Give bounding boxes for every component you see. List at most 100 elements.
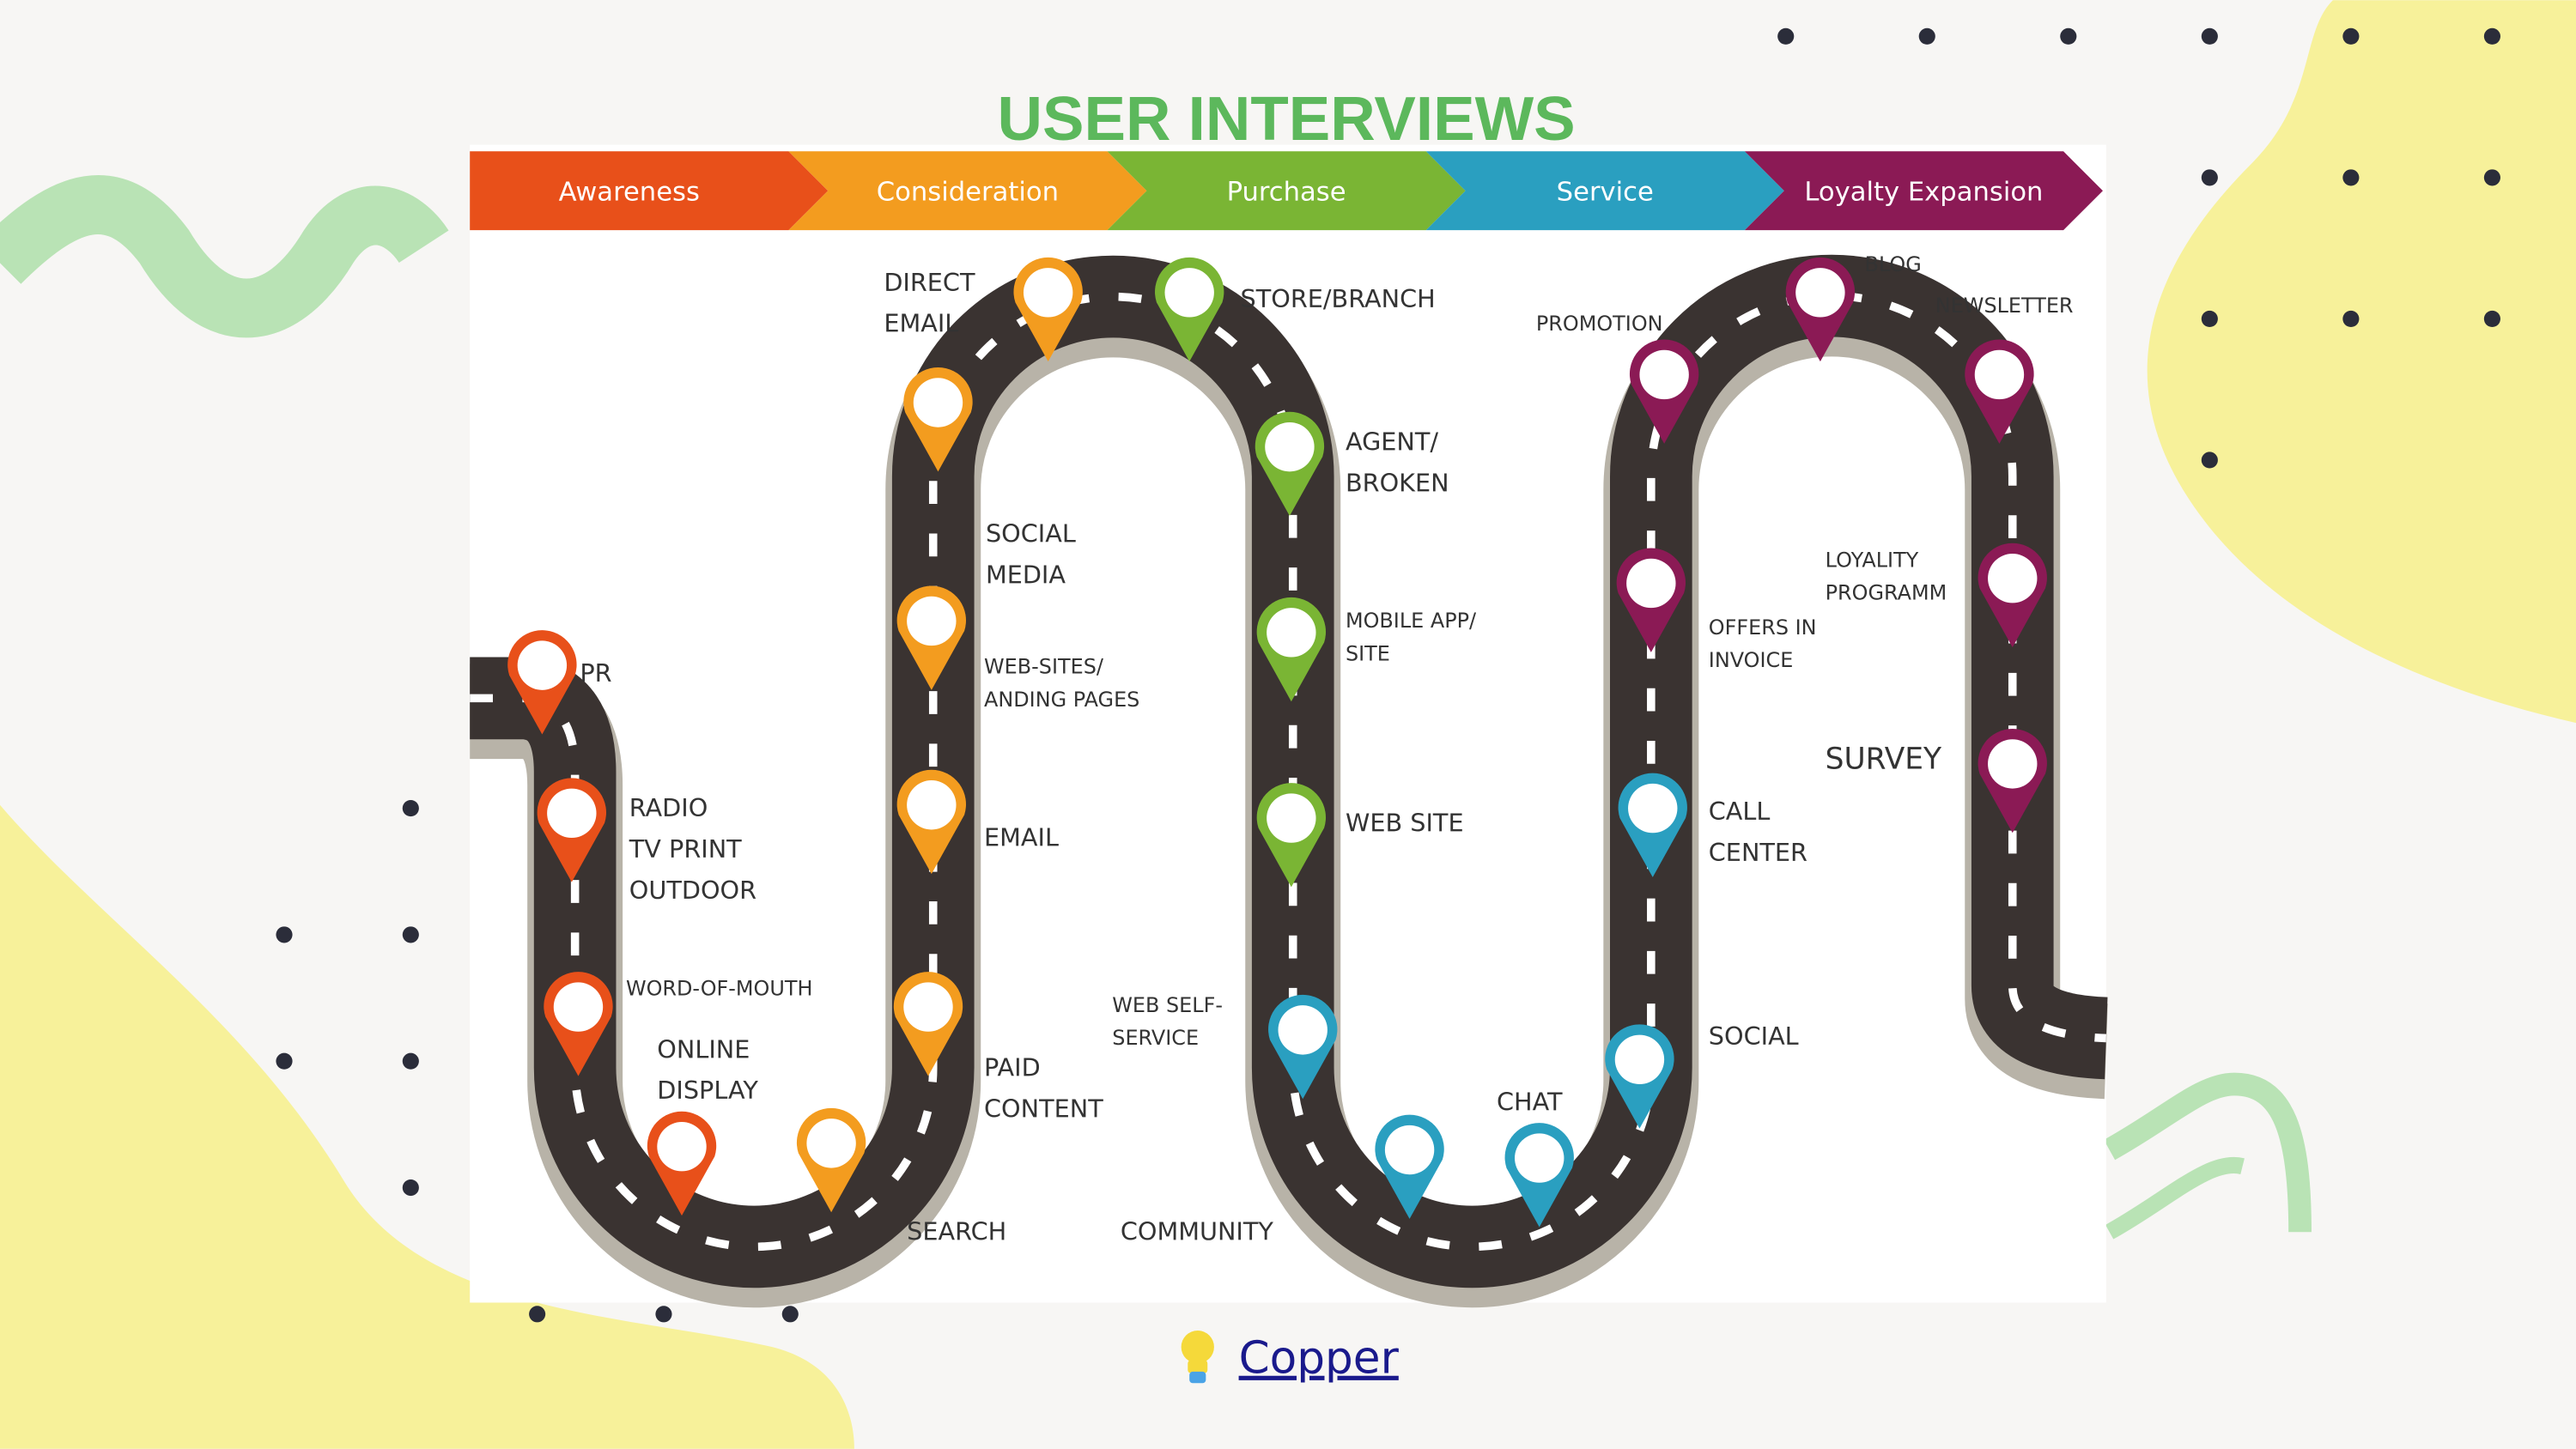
pin-center (1164, 268, 1214, 318)
pin-center (1614, 1034, 1665, 1085)
pin-center (547, 788, 597, 839)
decorative-dot (2342, 27, 2360, 45)
pin-chat (1504, 1123, 1574, 1228)
pin-online-display (647, 1111, 717, 1216)
pin-word-of-mouth (544, 972, 613, 1076)
touchpoint-pins (507, 257, 2047, 1228)
decorative-dot (1918, 27, 1935, 45)
decorative-dot (402, 1179, 419, 1197)
pin-center (1384, 1125, 1435, 1175)
decorative-dot (2060, 27, 2077, 45)
touchpoint-label: MOBILE APP/ (1346, 609, 1477, 633)
green-wave-right (2104, 1072, 2312, 1233)
pin-center (1515, 1133, 1564, 1183)
touchpoint-label: WEB-SITES/ (984, 655, 1104, 679)
decorative-dot (2342, 310, 2360, 327)
pin-center (1265, 421, 1315, 472)
touchpoint-label: BLOG (1865, 252, 1922, 276)
pin-center (1023, 268, 1073, 318)
copper-link[interactable]: Copper (1239, 1333, 1400, 1385)
touchpoint-label: OUTDOOR (629, 876, 756, 905)
stage-chevron-loyalty-expansion (1744, 151, 2103, 231)
stage-label: Consideration (877, 178, 1059, 208)
yellow-blob-bottom-left (0, 804, 854, 1449)
stage-label: Loyalty Expansion (1804, 178, 2043, 208)
pin-store-branch (1155, 257, 1224, 362)
touchpoint-label: ONLINE (657, 1034, 750, 1064)
stage-label: Awareness (559, 178, 700, 208)
page-title: USER INTERVIEWS (998, 84, 1576, 154)
decorative-dot (781, 1306, 799, 1323)
pin-call-center (1618, 773, 1687, 877)
pin-center (806, 1119, 856, 1168)
pin-agent-broken (1255, 411, 1325, 517)
decorative-dot (655, 1306, 672, 1323)
stage-label: Purchase (1227, 178, 1346, 208)
touchpoint-label: INVOICE (1709, 648, 1794, 672)
touchpoint-label: BROKEN (1346, 468, 1449, 497)
decorative-dot (2201, 310, 2218, 327)
stage-chevron-consideration (788, 151, 1147, 231)
pin-center (1278, 1005, 1327, 1055)
green-wave-right-2 (2105, 1156, 2245, 1240)
touchpoint-label: CHAT (1497, 1088, 1563, 1117)
pin-center (1628, 783, 1678, 834)
pin-web-sites-anding-pages (896, 585, 966, 690)
decorative-dot (276, 1052, 293, 1070)
touchpoint-label: CONTENT (984, 1094, 1103, 1123)
stage-bar: Awareness Consideration Purchase Service Loy… (470, 151, 2103, 231)
pin-center (553, 982, 604, 1032)
decorative-dot (529, 1306, 546, 1323)
pin-center (1639, 349, 1689, 400)
touchpoint-label: PROMOTION (1536, 312, 1663, 336)
stage-chevron-awareness (470, 151, 829, 231)
pin-center (1988, 739, 2038, 789)
pin-direct-email (1013, 257, 1083, 362)
touchpoint-label: SOCIAL (1709, 1022, 1799, 1051)
pin-center (907, 780, 957, 830)
touchpoint-label: DIRECT (884, 268, 975, 297)
decorative-dot (402, 1052, 419, 1070)
pin-social-media (903, 367, 973, 472)
pin-search (796, 1107, 866, 1213)
touchpoint-label: ANDING PAGES (984, 688, 1139, 712)
source-link[interactable]: Copper (1181, 1330, 1400, 1385)
pin-mobile-app-site (1256, 597, 1327, 702)
decorative-dot (276, 926, 293, 943)
pin-newsletter (1965, 339, 2034, 444)
pin-offers-in-invoice (1616, 548, 1686, 652)
touchpoint-label: OFFERS IN (1709, 615, 1817, 640)
decorative-dot (2483, 310, 2500, 327)
pin-paid-content (893, 972, 963, 1076)
touchpoint-label: WEB SITE (1346, 808, 1464, 837)
decorative-dot (1777, 27, 1795, 45)
pin-web-site (1256, 783, 1327, 888)
pin-center (1626, 558, 1676, 609)
touchpoint-label: STORE/BRANCH (1241, 284, 1436, 313)
touchpoint-label: PROGRAMM (1826, 581, 1947, 605)
pin-community (1375, 1114, 1444, 1219)
touchpoint-label: NEWSLETTER (1935, 294, 2074, 318)
pin-center (1267, 793, 1316, 843)
touchpoint-label: SITE (1346, 641, 1390, 665)
pin-center (907, 596, 957, 646)
pin-center (1267, 608, 1316, 658)
touchpoint-label: RADIO (629, 793, 708, 822)
touchpoint-label: LOYALITY (1826, 548, 1919, 572)
yellow-blob-top-right (2147, 0, 2576, 724)
decorative-dot (2201, 169, 2218, 186)
decorative-dot (2201, 27, 2218, 45)
touchpoint-label: EMAIL (884, 309, 958, 338)
decorative-dot (2201, 452, 2218, 469)
touchpoint-label: SERVICE (1112, 1026, 1199, 1050)
decorative-dot (2483, 169, 2500, 186)
touchpoint-labels: PR RADIO TV PRINT OUTDOOR WORD-OF-MOUTH ONLIN… (580, 252, 2073, 1246)
stage-chevron-service (1425, 151, 1784, 231)
pin-center (1974, 349, 2025, 400)
pin-pr (507, 630, 577, 735)
pin-center (657, 1122, 707, 1172)
touchpoint-label: SEARCH (907, 1217, 1006, 1246)
touchpoint-label: TV PRINT (629, 834, 742, 864)
